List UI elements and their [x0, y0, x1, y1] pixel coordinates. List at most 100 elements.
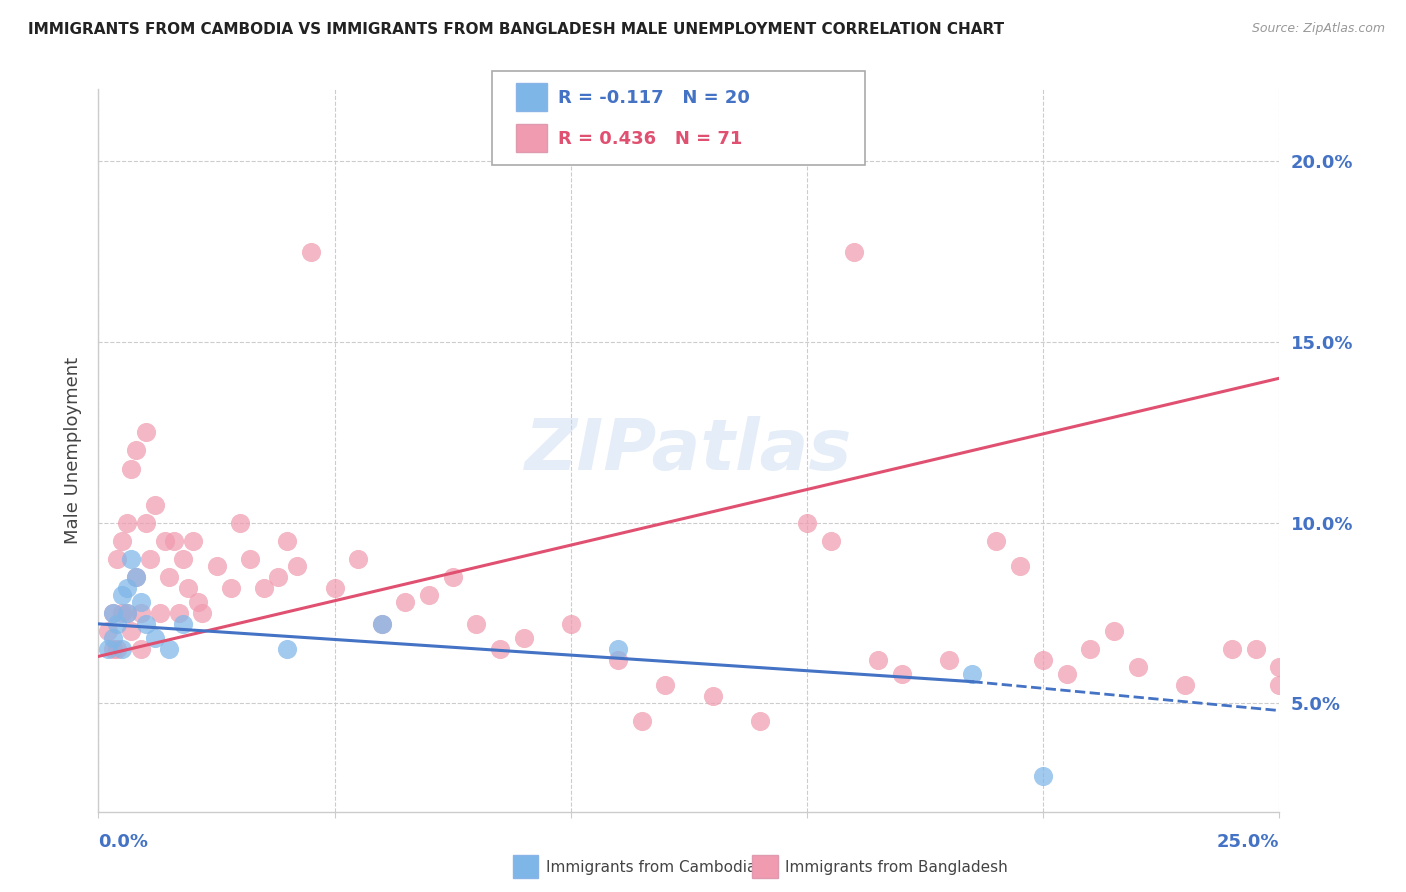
- Point: [371, 616, 394, 631]
- Point: [1032, 653, 1054, 667]
- Point: [115, 606, 138, 620]
- Point: [607, 653, 630, 667]
- Point: [347, 551, 370, 566]
- Point: [323, 581, 346, 595]
- Point: [121, 461, 143, 475]
- Point: [702, 689, 724, 703]
- Point: [371, 616, 394, 631]
- Point: [129, 606, 152, 620]
- Point: [219, 581, 242, 595]
- Point: [177, 581, 200, 595]
- Point: [121, 551, 143, 566]
- Point: [105, 642, 128, 657]
- Point: [135, 425, 157, 440]
- Point: [149, 606, 172, 620]
- Point: [560, 616, 582, 631]
- Point: [1126, 660, 1149, 674]
- Point: [866, 653, 889, 667]
- Point: [394, 595, 416, 609]
- Point: [105, 551, 128, 566]
- Point: [630, 714, 652, 729]
- Point: [607, 642, 630, 657]
- Point: [163, 533, 186, 548]
- Point: [111, 642, 134, 657]
- Point: [115, 581, 138, 595]
- Point: [465, 616, 488, 631]
- Point: [187, 595, 209, 609]
- Point: [1056, 667, 1078, 681]
- Point: [101, 606, 124, 620]
- Point: [111, 588, 134, 602]
- Point: [125, 443, 148, 458]
- Text: R = 0.436   N = 71: R = 0.436 N = 71: [558, 129, 742, 147]
- Point: [229, 516, 252, 530]
- Point: [167, 606, 190, 620]
- Point: [157, 642, 180, 657]
- Point: [129, 595, 152, 609]
- Point: [1102, 624, 1125, 639]
- Point: [135, 616, 157, 631]
- Point: [239, 551, 262, 566]
- Text: 0.0%: 0.0%: [98, 833, 149, 851]
- Point: [101, 642, 124, 657]
- Point: [181, 533, 204, 548]
- Point: [172, 616, 194, 631]
- Y-axis label: Male Unemployment: Male Unemployment: [63, 357, 82, 544]
- Point: [1268, 678, 1291, 692]
- Point: [1268, 660, 1291, 674]
- Text: 25.0%: 25.0%: [1218, 833, 1279, 851]
- Point: [984, 533, 1007, 548]
- Point: [962, 667, 984, 681]
- Point: [115, 606, 138, 620]
- Point: [1220, 642, 1243, 657]
- Point: [111, 606, 134, 620]
- Text: Immigrants from Cambodia: Immigrants from Cambodia: [546, 860, 756, 874]
- Point: [748, 714, 770, 729]
- Point: [1174, 678, 1197, 692]
- Point: [111, 533, 134, 548]
- Text: Immigrants from Bangladesh: Immigrants from Bangladesh: [785, 860, 1007, 874]
- Point: [418, 588, 440, 602]
- Point: [97, 642, 120, 657]
- Point: [153, 533, 176, 548]
- Point: [143, 498, 166, 512]
- Point: [441, 570, 464, 584]
- Point: [285, 559, 308, 574]
- Point: [105, 616, 128, 631]
- Point: [1008, 559, 1031, 574]
- Point: [191, 606, 214, 620]
- Point: [1080, 642, 1102, 657]
- Point: [276, 533, 298, 548]
- Point: [844, 244, 866, 259]
- Point: [205, 559, 228, 574]
- Point: [512, 632, 534, 646]
- Point: [1244, 642, 1267, 657]
- Point: [125, 570, 148, 584]
- Point: [157, 570, 180, 584]
- Point: [489, 642, 512, 657]
- Text: Source: ZipAtlas.com: Source: ZipAtlas.com: [1251, 22, 1385, 36]
- Point: [139, 551, 162, 566]
- Point: [796, 516, 818, 530]
- Text: IMMIGRANTS FROM CAMBODIA VS IMMIGRANTS FROM BANGLADESH MALE UNEMPLOYMENT CORRELA: IMMIGRANTS FROM CAMBODIA VS IMMIGRANTS F…: [28, 22, 1004, 37]
- Point: [299, 244, 322, 259]
- Point: [143, 632, 166, 646]
- Text: ZIPatlas: ZIPatlas: [526, 416, 852, 485]
- Point: [890, 667, 912, 681]
- Point: [125, 570, 148, 584]
- Point: [820, 533, 842, 548]
- Point: [172, 551, 194, 566]
- Point: [938, 653, 960, 667]
- Point: [253, 581, 276, 595]
- Point: [97, 624, 120, 639]
- Point: [135, 516, 157, 530]
- Point: [121, 624, 143, 639]
- Point: [101, 632, 124, 646]
- Point: [654, 678, 676, 692]
- Point: [101, 606, 124, 620]
- Point: [276, 642, 298, 657]
- Point: [1032, 769, 1054, 783]
- Point: [115, 516, 138, 530]
- Text: R = -0.117   N = 20: R = -0.117 N = 20: [558, 89, 749, 107]
- Point: [129, 642, 152, 657]
